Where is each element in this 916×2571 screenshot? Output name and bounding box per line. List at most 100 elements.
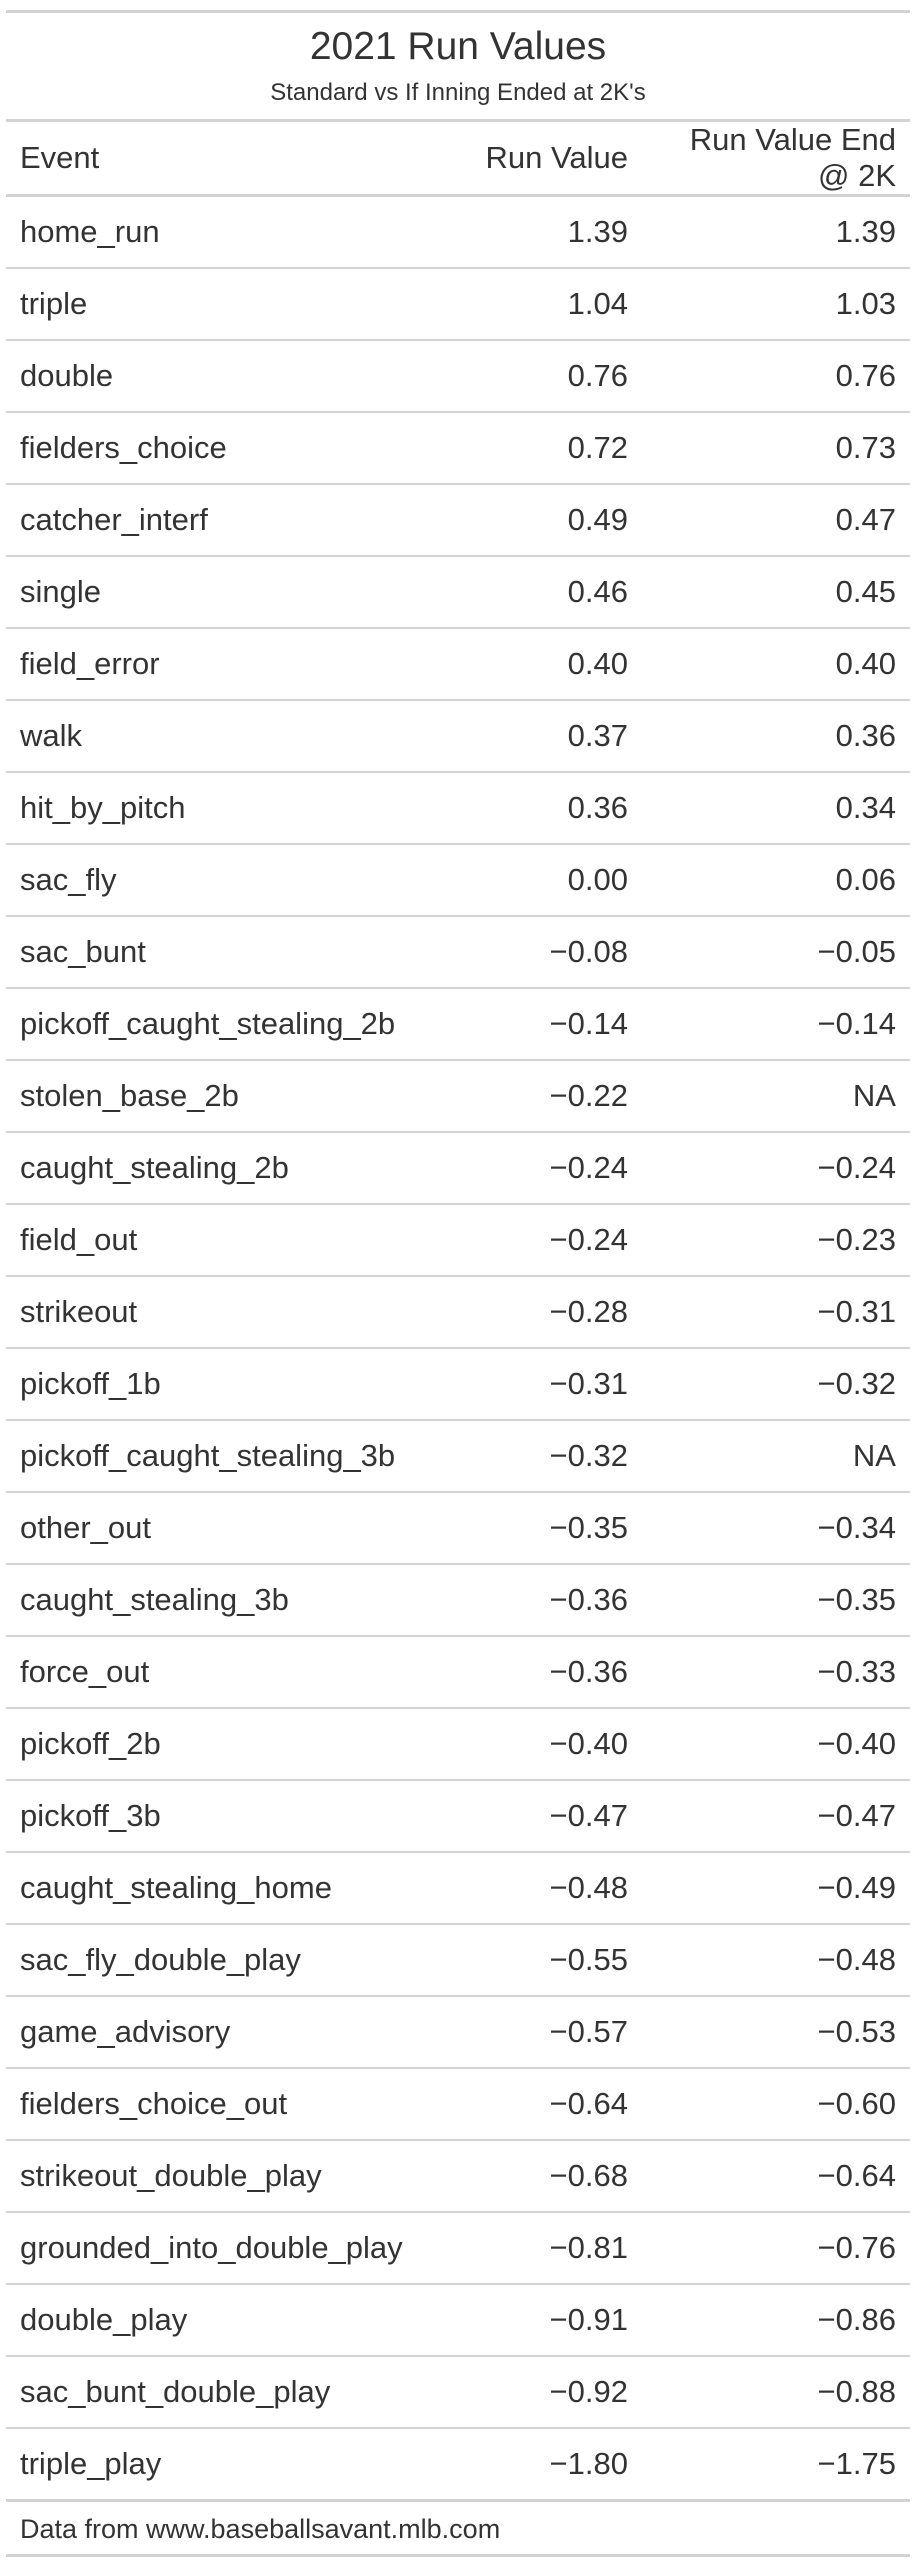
cell-event: sac_fly	[6, 844, 454, 917]
cell-run-value: −0.48	[454, 1852, 642, 1925]
cell-event: caught_stealing_3b	[6, 1564, 454, 1637]
cell-run-value: −0.31	[454, 1348, 642, 1421]
cell-run-value: 0.40	[454, 628, 642, 701]
cell-event: sac_bunt	[6, 916, 454, 989]
cell-run-value-2k: −0.53	[642, 1996, 910, 2069]
table-row: strikeout −0.28 −0.31	[6, 1276, 910, 1349]
cell-run-value-2k: −0.40	[642, 1708, 910, 1781]
table-row: grounded_into_double_play −0.81 −0.76	[6, 2212, 910, 2285]
cell-run-value-2k: −0.64	[642, 2140, 910, 2213]
cell-event: fielders_choice_out	[6, 2068, 454, 2141]
table-row: walk 0.37 0.36	[6, 700, 910, 773]
cell-run-value-2k: 0.40	[642, 628, 910, 701]
cell-run-value: −0.57	[454, 1996, 642, 2069]
cell-run-value-2k: −1.75	[642, 2428, 910, 2502]
table-row: field_error 0.40 0.40	[6, 628, 910, 701]
cell-run-value-2k: 0.76	[642, 340, 910, 413]
table-row: field_out −0.24 −0.23	[6, 1204, 910, 1277]
cell-event: sac_bunt_double_play	[6, 2356, 454, 2429]
cell-event: single	[6, 556, 454, 629]
table-body: home_run 1.39 1.39 triple 1.04 1.03 double 0.76…	[6, 195, 910, 2502]
cell-run-value-2k: −0.23	[642, 1204, 910, 1277]
cell-run-value-2k: −0.05	[642, 916, 910, 989]
cell-run-value: −0.32	[454, 1420, 642, 1493]
cell-event: home_run	[6, 195, 454, 269]
cell-run-value: 0.37	[454, 700, 642, 773]
table-header: Event Run Value Run Value End @ 2K	[6, 120, 910, 197]
cell-run-value-2k: −0.60	[642, 2068, 910, 2141]
cell-run-value: −0.47	[454, 1780, 642, 1853]
table-row: caught_stealing_2b −0.24 −0.24	[6, 1132, 910, 1205]
cell-run-value: −0.91	[454, 2284, 642, 2357]
cell-event: grounded_into_double_play	[6, 2212, 454, 2285]
cell-run-value-2k: −0.33	[642, 1636, 910, 1709]
cell-event: fielders_choice	[6, 412, 454, 485]
cell-run-value-2k: 1.03	[642, 268, 910, 341]
cell-run-value-2k: −0.88	[642, 2356, 910, 2429]
cell-run-value: −0.36	[454, 1564, 642, 1637]
run-values-table: Event Run Value Run Value End @ 2K home_…	[6, 119, 910, 2502]
table-row: sac_fly_double_play −0.55 −0.48	[6, 1924, 910, 1997]
cell-run-value-2k: NA	[642, 1060, 910, 1133]
cell-run-value-2k: −0.24	[642, 1132, 910, 1205]
cell-run-value: 0.72	[454, 412, 642, 485]
table-row: triple_play −1.80 −1.75	[6, 2428, 910, 2502]
cell-event: caught_stealing_home	[6, 1852, 454, 1925]
table-title: 2021 Run Values	[309, 25, 607, 68]
cell-run-value: 0.46	[454, 556, 642, 629]
table-row: double_play −0.91 −0.86	[6, 2284, 910, 2357]
table-row: catcher_interf 0.49 0.47	[6, 484, 910, 557]
column-header-run-value: Run Value	[454, 120, 642, 197]
cell-run-value: 0.49	[454, 484, 642, 557]
table-row: fielders_choice_out −0.64 −0.60	[6, 2068, 910, 2141]
cell-run-value: −0.81	[454, 2212, 642, 2285]
cell-run-value-2k: −0.47	[642, 1780, 910, 1853]
cell-run-value: −1.80	[454, 2428, 642, 2502]
cell-run-value: −0.55	[454, 1924, 642, 1997]
cell-event: field_out	[6, 1204, 454, 1277]
table-row: pickoff_caught_stealing_2b −0.14 −0.14	[6, 988, 910, 1061]
cell-run-value-2k: −0.14	[642, 988, 910, 1061]
cell-run-value-2k: −0.35	[642, 1564, 910, 1637]
cell-run-value: 0.36	[454, 772, 642, 845]
cell-event: pickoff_2b	[6, 1708, 454, 1781]
table-row: triple 1.04 1.03	[6, 268, 910, 341]
cell-run-value: −0.40	[454, 1708, 642, 1781]
cell-run-value-2k: 0.06	[642, 844, 910, 917]
cell-event: double	[6, 340, 454, 413]
cell-run-value-2k: 1.39	[642, 195, 910, 269]
table-row: caught_stealing_3b −0.36 −0.35	[6, 1564, 910, 1637]
table-row: pickoff_caught_stealing_3b −0.32 NA	[6, 1420, 910, 1493]
source-note: Data from www.baseballsavant.mlb.com	[6, 2502, 910, 2557]
cell-event: game_advisory	[6, 1996, 454, 2069]
top-rule	[6, 10, 910, 13]
cell-run-value: −0.35	[454, 1492, 642, 1565]
table-row: strikeout_double_play −0.68 −0.64	[6, 2140, 910, 2213]
cell-event: pickoff_3b	[6, 1780, 454, 1853]
cell-event: force_out	[6, 1636, 454, 1709]
table-row: home_run 1.39 1.39	[6, 195, 910, 269]
cell-run-value: −0.36	[454, 1636, 642, 1709]
cell-run-value-2k: −0.31	[642, 1276, 910, 1349]
cell-run-value: −0.24	[454, 1204, 642, 1277]
table-row: stolen_base_2b −0.22 NA	[6, 1060, 910, 1133]
table-row: double 0.76 0.76	[6, 340, 910, 413]
table-row: other_out −0.35 −0.34	[6, 1492, 910, 1565]
cell-event: catcher_interf	[6, 484, 454, 557]
table-row: sac_bunt −0.08 −0.05	[6, 916, 910, 989]
cell-run-value-2k: 0.36	[642, 700, 910, 773]
cell-run-value-2k: 0.45	[642, 556, 910, 629]
cell-run-value: −0.08	[454, 916, 642, 989]
table-subtitle: Standard vs If Inning Ended at 2K's	[270, 79, 646, 106]
table-row: sac_bunt_double_play −0.92 −0.88	[6, 2356, 910, 2429]
cell-event: sac_fly_double_play	[6, 1924, 454, 1997]
cell-run-value: −0.24	[454, 1132, 642, 1205]
cell-event: pickoff_caught_stealing_3b	[6, 1420, 454, 1493]
table-row: fielders_choice 0.72 0.73	[6, 412, 910, 485]
cell-run-value: −0.14	[454, 988, 642, 1061]
cell-run-value-2k: 0.47	[642, 484, 910, 557]
cell-event: triple	[6, 268, 454, 341]
cell-event: hit_by_pitch	[6, 772, 454, 845]
cell-run-value: 1.04	[454, 268, 642, 341]
cell-event: field_error	[6, 628, 454, 701]
